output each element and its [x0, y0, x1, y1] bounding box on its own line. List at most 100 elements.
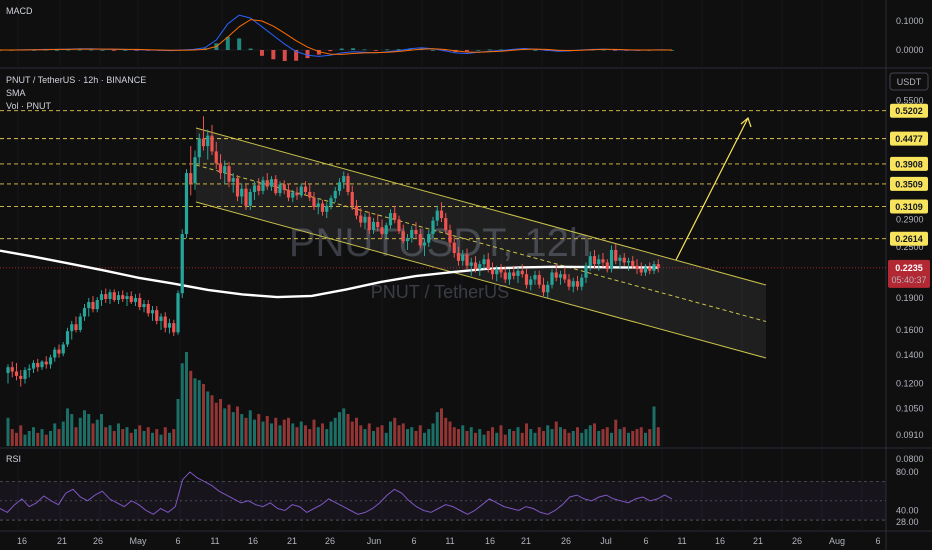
volume-bar [529, 429, 533, 446]
candle-body [597, 259, 601, 265]
candle-body [99, 294, 104, 301]
volume-bar [567, 432, 571, 446]
currency-button-frame[interactable] [889, 72, 929, 91]
candle-body [546, 284, 550, 293]
volume-bar [291, 423, 295, 446]
currency-button[interactable]: USDT [889, 72, 929, 91]
time-tick-label: 26 [792, 536, 802, 546]
volume-bar [172, 429, 176, 446]
candle-body [410, 229, 414, 239]
volume-bar [282, 419, 286, 446]
level-tag-label: 0.3509 [895, 179, 923, 189]
volume-bar [87, 414, 91, 446]
candle-body [648, 267, 652, 271]
volume-bar [622, 427, 626, 446]
candle-body [227, 166, 231, 182]
price-tick-label: 0.5500 [896, 95, 924, 105]
candle-body [150, 310, 155, 314]
candle-body [584, 265, 588, 278]
price-tick-label: 0.2900 [896, 214, 924, 224]
volume-bar [129, 432, 133, 446]
candle-body [252, 185, 257, 192]
volume-bar [431, 423, 435, 446]
candle-body [567, 279, 571, 287]
volume-bar [206, 391, 210, 446]
candle-body [146, 304, 150, 314]
time-tick-label: 11 [677, 536, 686, 546]
candle-body [376, 221, 380, 228]
candle-body [295, 192, 299, 196]
volume-bar [321, 423, 324, 446]
macd-hist-bar [316, 50, 321, 55]
volume-bar [240, 414, 244, 446]
volume-bar [482, 434, 486, 446]
candle-body [23, 370, 27, 379]
level-tag-bg [890, 103, 928, 118]
volume-bar [461, 425, 465, 446]
rsi-tick-label: 40.00 [896, 505, 919, 515]
volume-bars [6, 352, 660, 446]
price-axis: 0.5500 0.2900 0.2500 0.1900 0.1600 0.1400 0.12… [896, 95, 924, 464]
candle-body [558, 274, 563, 278]
macd-hist-bar [271, 50, 276, 60]
candle-body [19, 375, 23, 379]
volume-bar [533, 432, 537, 446]
candle-body [189, 173, 193, 184]
volume-bar [236, 406, 239, 446]
current-price-bg [888, 259, 930, 288]
candle-body [112, 292, 116, 301]
volume-bar [146, 427, 150, 446]
candle-body [529, 279, 533, 285]
candle-body [121, 295, 125, 300]
candle-body [291, 192, 295, 198]
candle-body [605, 262, 609, 270]
macd-hist-bar [328, 50, 333, 52]
volume-bar [6, 417, 10, 446]
volume-bar [346, 414, 350, 446]
volume-bar [503, 434, 507, 446]
channel-lower [195, 201, 767, 359]
volume-bar [189, 370, 193, 446]
volume-bar [656, 427, 660, 446]
candle-body [87, 301, 91, 309]
candle-body [512, 272, 516, 276]
candle-body [282, 184, 286, 190]
candle-body [303, 186, 308, 192]
volume-bar [652, 406, 656, 446]
macd-hist-bar [362, 49, 367, 51]
volume-bar [223, 408, 227, 446]
macd-hist-bar [499, 49, 504, 51]
candle-body [325, 205, 329, 212]
volume-bar [197, 380, 201, 446]
volume-bar [520, 432, 524, 446]
level-tag-label: 0.5202 [895, 106, 923, 116]
candle-body [197, 138, 201, 158]
level-tag-label: 0.4477 [895, 134, 923, 144]
candle-body [554, 272, 558, 278]
candle-body [427, 234, 431, 243]
volume-bar [49, 430, 52, 446]
candle-body [486, 259, 490, 270]
volume-bar [644, 432, 647, 446]
candle-body [524, 274, 529, 285]
candle-body [104, 294, 108, 300]
volume-bar [210, 395, 214, 446]
candle-body [116, 295, 121, 301]
time-tick-label: 21 [287, 536, 297, 546]
volume-bar [261, 421, 265, 446]
level-tag-label: 0.3908 [895, 159, 923, 169]
level-tag-label: 0.3109 [895, 202, 923, 212]
volume-bar [202, 383, 205, 446]
volume-bar [499, 425, 503, 446]
candle-body [609, 249, 614, 270]
volume-bar [563, 429, 567, 446]
currency-button-label[interactable]: USDT [897, 77, 922, 87]
macd-hist-bar [464, 50, 469, 52]
candle-body [393, 213, 397, 220]
candle-body [643, 267, 648, 273]
volume-bar [142, 430, 146, 446]
macd-hist-bar [476, 50, 481, 51]
candle-body [274, 179, 278, 194]
time-tick-label: 6 [411, 536, 416, 546]
candle-body [622, 257, 626, 263]
